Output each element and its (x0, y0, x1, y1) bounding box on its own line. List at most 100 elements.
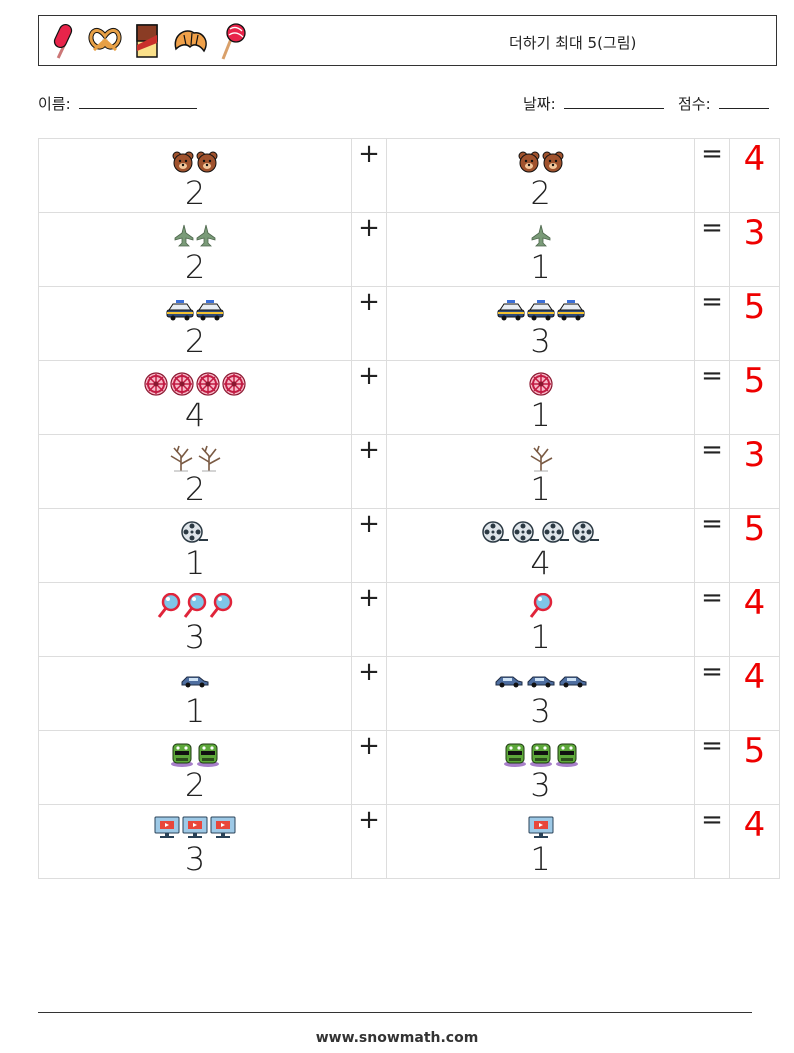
plus-sign: + (351, 508, 387, 583)
addend-b-number: 1 (530, 840, 551, 878)
addend-b-pictures (387, 435, 694, 475)
answer: 5 (729, 508, 780, 583)
equals-sign: = (694, 212, 730, 287)
popsicle-icon (53, 23, 73, 59)
score-field: 점수: (678, 93, 770, 114)
addend-a-number: 2 (184, 248, 206, 286)
addend-b-cell: 1 (386, 582, 695, 657)
answer: 3 (729, 434, 780, 509)
problem-table: 2 +2 = 4 2 +1 = 3 2 +3 = 5 4 +1 = 5 2 +1 = 3 1 +4 = 5 3 +1 = 4 1 +3 = 4… (38, 138, 780, 879)
magnifier-icon (209, 592, 233, 623)
name-blank (79, 96, 198, 109)
plus-sign: + (351, 804, 387, 879)
addend-a-pictures (39, 805, 351, 845)
answer: 4 (729, 656, 780, 731)
addend-a-pictures (39, 139, 351, 179)
plus-sign: + (351, 656, 387, 731)
answer: 4 (729, 138, 780, 213)
addend-a-pictures (39, 287, 351, 327)
equals-sign: = (694, 582, 730, 657)
addend-b-pictures (387, 361, 694, 401)
plus-sign: + (351, 730, 387, 805)
addend-b-cell: 1 (386, 360, 695, 435)
police-car-icon (527, 299, 555, 325)
header-icons (47, 21, 247, 61)
croissant-icon (174, 30, 207, 53)
equals-sign: = (694, 804, 730, 879)
addend-a-number: 3 (184, 840, 206, 878)
addend-a-cell: 2 (38, 730, 352, 805)
magnifier-icon (529, 592, 553, 623)
car-icon (558, 673, 588, 692)
car-icon (180, 673, 210, 692)
addend-a-pictures (39, 361, 351, 401)
addend-b-pictures (387, 509, 694, 549)
car-icon (494, 673, 524, 692)
addend-b-pictures (387, 139, 694, 179)
problem-row: 2 +3 = 5 (38, 730, 780, 805)
police-car-icon (557, 299, 585, 325)
answer: 5 (729, 286, 780, 361)
addend-b-number: 4 (530, 544, 551, 582)
addend-a-pictures (39, 435, 351, 475)
problem-row: 4 +1 = 5 (38, 360, 780, 435)
addend-b-number: 3 (530, 322, 551, 360)
score-label: 점수: (678, 95, 711, 113)
equals-sign: = (694, 360, 730, 435)
addend-a-number: 1 (184, 544, 206, 582)
film-reel-icon (571, 521, 600, 547)
addend-b-pictures (387, 731, 694, 771)
plus-sign: + (351, 286, 387, 361)
name-field: 이름: (38, 93, 198, 114)
score-blank (719, 96, 770, 109)
addend-b-number: 3 (530, 692, 551, 730)
bare-tree-icon (528, 444, 554, 476)
jet-icon (531, 224, 551, 252)
worksheet-title: 더하기 최대 5(그림) (509, 34, 637, 52)
wheel-icon (170, 372, 194, 400)
lollipop-icon (221, 23, 246, 60)
addend-b-pictures (387, 213, 694, 253)
addend-b-pictures (387, 287, 694, 327)
addend-a-pictures (39, 509, 351, 549)
plus-sign: + (351, 138, 387, 213)
chocolate-icon (136, 24, 158, 58)
bear-icon (518, 151, 540, 177)
footer-url: www.snowmath.com (315, 1030, 479, 1046)
addend-b-cell: 3 (386, 286, 695, 361)
addend-b-pictures (387, 583, 694, 623)
addend-b-cell: 1 (386, 212, 695, 287)
bare-tree-icon (196, 444, 222, 476)
equals-sign: = (694, 286, 730, 361)
equals-sign: = (694, 434, 730, 509)
addend-a-cell: 4 (38, 360, 352, 435)
addend-a-cell: 2 (38, 138, 352, 213)
addend-b-pictures (387, 805, 694, 845)
addend-b-cell: 3 (386, 656, 695, 731)
addend-b-cell: 1 (386, 434, 695, 509)
bear-icon (172, 151, 194, 177)
addend-a-number: 2 (184, 174, 206, 212)
wheel-icon (222, 372, 246, 400)
addend-a-cell: 2 (38, 434, 352, 509)
monster-icon (503, 741, 527, 771)
addend-a-pictures (39, 657, 351, 697)
monster-icon (555, 741, 579, 771)
equals-sign: = (694, 508, 730, 583)
bear-icon (542, 151, 564, 177)
problem-row: 2 +1 = 3 (38, 434, 780, 509)
police-car-icon (196, 299, 224, 325)
film-reel-icon (481, 521, 510, 547)
addend-a-number: 2 (184, 470, 206, 508)
addend-a-cell: 2 (38, 286, 352, 361)
problem-row: 2 +2 = 4 (38, 138, 780, 213)
jet-icon (174, 224, 194, 252)
police-car-icon (497, 299, 525, 325)
equals-sign: = (694, 730, 730, 805)
date-blank (564, 96, 665, 109)
jet-icon (196, 224, 216, 252)
monitor-icon (528, 816, 554, 844)
addend-a-number: 2 (184, 766, 206, 804)
equals-sign: = (694, 656, 730, 731)
bear-icon (196, 151, 218, 177)
